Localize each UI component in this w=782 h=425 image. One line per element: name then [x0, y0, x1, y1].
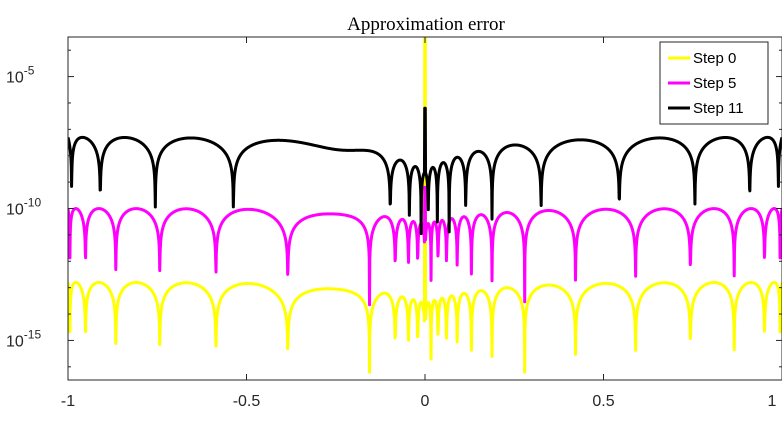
series-line-step-5 [68, 185, 782, 307]
legend-label: Step 0 [693, 50, 736, 67]
legend-label: Step 11 [693, 100, 744, 117]
chart-title: Approximation error [347, 14, 505, 35]
y-tick-label: 10-5 [6, 64, 35, 87]
x-tick-label: 0.5 [592, 393, 614, 410]
legend-label: Step 5 [693, 75, 736, 92]
x-tick-label: -0.5 [233, 393, 261, 410]
y-axis-ticks: 10-5 10-10 10-15 [6, 49, 782, 368]
x-axis-ticks: -1 -0.5 0 0.5 1 [61, 37, 782, 410]
series-line-step-11 [68, 106, 782, 236]
legend: Step 0 Step 5 Step 11 [659, 41, 769, 125]
x-tick-label: 0 [421, 393, 430, 410]
y-tick-label: 10-10 [6, 196, 41, 219]
series-line-step-0 [68, 37, 782, 374]
x-tick-label: 1 [768, 393, 777, 410]
x-tick-label: -1 [61, 393, 75, 410]
y-tick-label: 10-15 [6, 327, 41, 350]
